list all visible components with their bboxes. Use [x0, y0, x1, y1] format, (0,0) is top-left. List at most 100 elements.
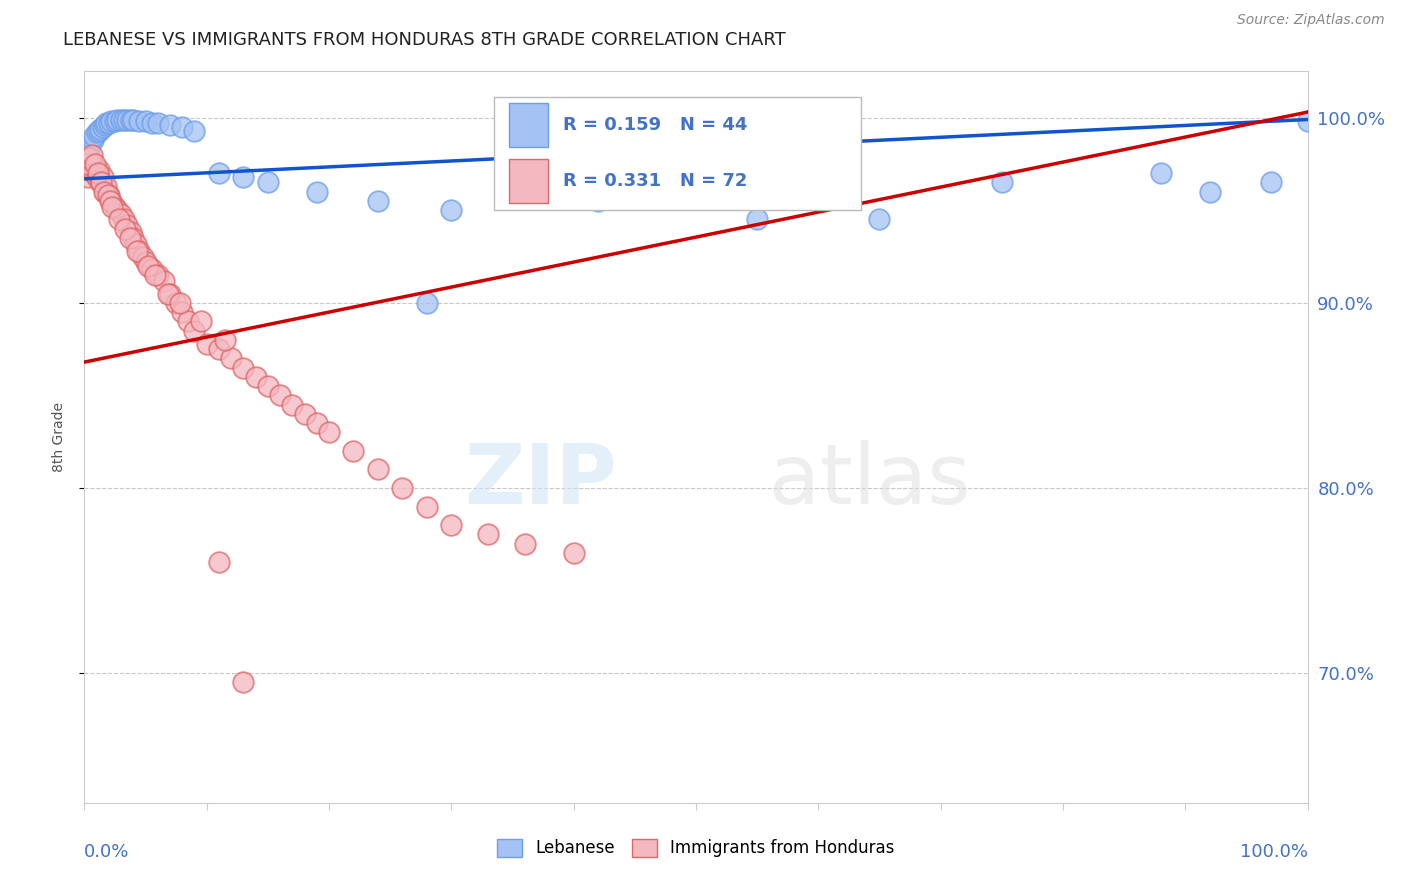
Point [76, 157, 98, 171]
Point [80, 147, 103, 161]
Point [115, 218, 138, 232]
Point [97, 188, 120, 202]
Point [84, 157, 107, 171]
Point [153, 274, 176, 288]
Point [232, 169, 254, 184]
Point [169, 295, 191, 310]
Point [86, 126, 108, 140]
Point [257, 176, 280, 190]
Point [128, 244, 150, 258]
Point [90, 176, 112, 190]
Bar [509, 159, 548, 203]
Point [83, 166, 105, 180]
Point [146, 268, 169, 282]
Point [82, 157, 104, 171]
Point [156, 286, 179, 301]
Text: atlas: atlas [769, 441, 972, 522]
Point [118, 231, 141, 245]
Point [214, 333, 236, 347]
Legend: Lebanese, Immigrants from Honduras: Lebanese, Immigrants from Honduras [491, 832, 901, 864]
Point [586, 194, 609, 208]
Point [115, 112, 138, 127]
Point [110, 207, 132, 221]
Point [125, 236, 148, 251]
Point [77, 152, 100, 166]
Point [77, 144, 100, 158]
Point [305, 185, 328, 199]
Point [107, 212, 129, 227]
Bar [509, 103, 548, 146]
Point [73, 157, 96, 171]
Point [318, 425, 340, 440]
Point [141, 262, 163, 277]
Point [104, 200, 127, 214]
Point [172, 305, 194, 319]
Point [245, 370, 267, 384]
Point [1296, 114, 1319, 128]
Point [97, 116, 120, 130]
Point [89, 176, 111, 190]
Point [305, 416, 328, 430]
Point [91, 169, 114, 184]
Point [122, 112, 145, 127]
Point [125, 244, 148, 258]
Point [94, 185, 117, 199]
Text: R = 0.159   N = 44: R = 0.159 N = 44 [562, 116, 747, 134]
Text: LEBANESE VS IMMIGRANTS FROM HONDURAS 8TH GRADE CORRELATION CHART: LEBANESE VS IMMIGRANTS FROM HONDURAS 8TH… [63, 31, 786, 49]
Point [177, 314, 200, 328]
Point [416, 295, 439, 310]
Point [128, 114, 150, 128]
Point [208, 342, 231, 356]
Point [135, 114, 157, 128]
Point [143, 268, 166, 282]
Point [269, 388, 291, 402]
Point [105, 112, 128, 127]
Point [416, 500, 439, 514]
Point [91, 120, 114, 134]
Text: 100.0%: 100.0% [1240, 843, 1308, 861]
Point [219, 351, 242, 366]
Point [100, 194, 122, 208]
Point [79, 162, 101, 177]
Point [831, 162, 853, 177]
Point [83, 129, 105, 144]
Point [96, 116, 118, 130]
Point [562, 546, 585, 560]
Point [257, 379, 280, 393]
Point [120, 112, 142, 127]
Text: 0.0%: 0.0% [84, 843, 129, 861]
Point [101, 200, 124, 214]
Point [440, 518, 463, 533]
Point [172, 120, 194, 134]
Text: ZIP: ZIP [464, 441, 616, 522]
Point [87, 166, 110, 180]
Point [112, 212, 135, 227]
Point [281, 398, 304, 412]
Point [1198, 185, 1220, 199]
Text: Source: ZipAtlas.com: Source: ZipAtlas.com [1237, 13, 1385, 28]
Point [122, 231, 145, 245]
Point [100, 114, 122, 128]
Point [89, 121, 111, 136]
Point [685, 185, 707, 199]
Point [1260, 176, 1282, 190]
Point [513, 536, 536, 550]
Point [183, 123, 205, 137]
Point [104, 114, 127, 128]
Point [96, 179, 118, 194]
Point [135, 255, 157, 269]
Point [477, 527, 499, 541]
Point [747, 212, 769, 227]
FancyBboxPatch shape [494, 97, 860, 211]
Point [110, 112, 132, 127]
Y-axis label: 8th Grade: 8th Grade [52, 402, 66, 472]
Point [112, 112, 135, 127]
Point [82, 133, 104, 147]
Point [86, 169, 108, 184]
Point [159, 286, 181, 301]
Point [136, 259, 159, 273]
Point [165, 295, 187, 310]
Point [367, 194, 389, 208]
Point [98, 194, 121, 208]
Point [120, 226, 142, 240]
